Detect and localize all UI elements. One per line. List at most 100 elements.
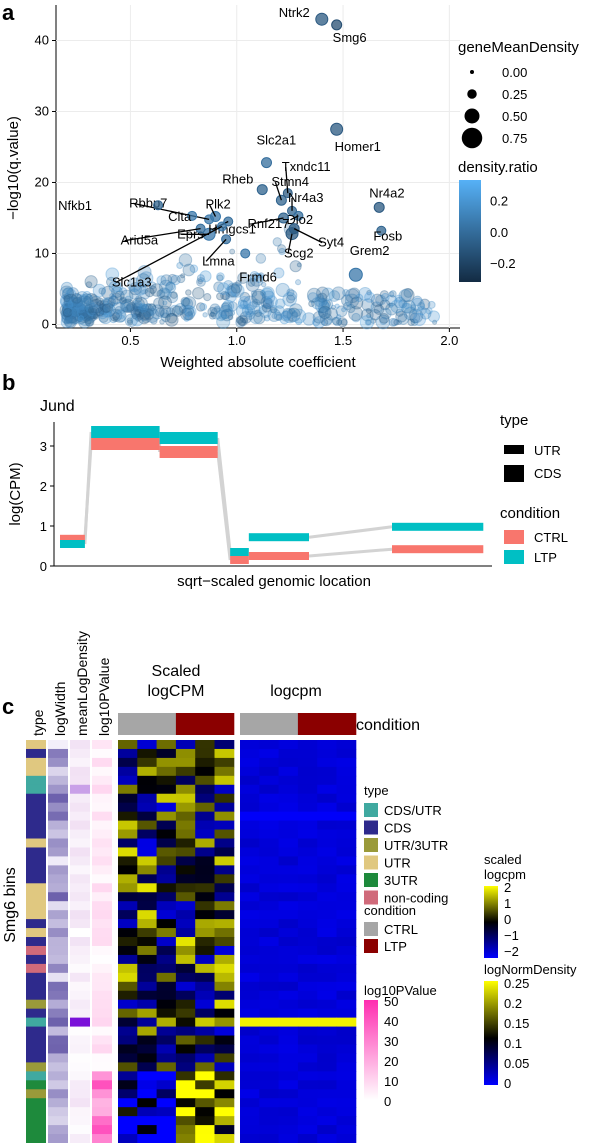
heatmap-cell-scaled <box>214 1008 235 1019</box>
legend-color-label: 0.2 <box>490 193 508 208</box>
data-point <box>403 302 410 310</box>
heatmap-cell-logcpm <box>317 1107 337 1117</box>
data-point <box>239 299 249 309</box>
data-point <box>385 294 398 307</box>
heatmap-cell-logcpm <box>259 1035 280 1045</box>
data-point <box>127 319 134 326</box>
anno-logwidth-cell <box>48 793 68 804</box>
heatmap-cell-scaled <box>175 865 196 875</box>
heatmap-cell-scaled <box>195 856 215 866</box>
heatmap-cell-scaled <box>214 963 235 974</box>
data-point <box>64 306 75 318</box>
heatmap-cell-scaled <box>214 990 235 1001</box>
heatmap-cell-scaled <box>214 892 235 902</box>
data-point <box>239 291 251 303</box>
data-point <box>76 317 82 323</box>
data-point <box>66 287 80 300</box>
heatmap-cell-scaled <box>118 811 138 822</box>
anno-pvalue-cell <box>92 838 112 848</box>
heatmap-cell-scaled <box>137 1071 158 1081</box>
anno-type-cell <box>26 775 46 786</box>
anno-logwidth-cell <box>48 757 68 768</box>
heatmap-cell-logcpm <box>278 1044 299 1054</box>
data-point <box>119 296 128 305</box>
data-point <box>75 303 86 314</box>
heatmap-cell-logcpm <box>317 954 337 965</box>
anno-pvalue-cell <box>92 999 112 1010</box>
data-point <box>129 286 136 292</box>
b-y-tick-label: 1 <box>40 519 47 534</box>
heatmap-cell-logcpm <box>240 865 260 875</box>
data-point <box>235 315 244 324</box>
y-tick-label: 0 <box>42 316 49 331</box>
heatmap-cell-scaled <box>214 757 235 768</box>
anno-type-cell <box>26 1053 46 1063</box>
heatmap-cell-scaled <box>195 901 215 911</box>
heatmap-cell-scaled <box>118 1116 138 1126</box>
segment-ctrl <box>60 534 85 543</box>
data-point <box>321 298 334 311</box>
data-point <box>105 267 120 282</box>
data-point <box>64 305 74 315</box>
heatmap-cell-logcpm <box>336 1089 357 1099</box>
heatmap-cell-scaled <box>137 820 158 831</box>
heatmap-cell-scaled <box>118 1053 138 1063</box>
data-point <box>169 304 181 317</box>
heatmap-cell-scaled <box>175 757 196 768</box>
data-point <box>176 261 184 270</box>
data-point <box>288 303 303 317</box>
color-ramp <box>459 180 481 282</box>
heatmap-cell-scaled <box>195 865 215 875</box>
anno-pvalue-cell <box>92 793 112 804</box>
data-point <box>249 270 260 281</box>
heatmap-cell-logcpm <box>317 793 337 804</box>
anno-pvalue-cell <box>92 1035 112 1045</box>
data-point <box>366 289 372 296</box>
heatmap-cell-scaled <box>175 972 196 983</box>
data-point <box>63 309 70 316</box>
anno-type-cell <box>26 1134 46 1144</box>
data-point <box>400 288 415 303</box>
data-point <box>174 302 187 315</box>
label-leader-line <box>285 167 289 194</box>
heatmap-cell-scaled <box>137 883 158 893</box>
heatmap-cell-scaled <box>118 748 138 759</box>
data-point <box>318 305 332 320</box>
heatmap-cell-scaled <box>195 1107 215 1117</box>
data-point <box>71 308 80 318</box>
x-axis-label: Weighted absolute coefficient <box>160 354 356 371</box>
data-point <box>182 296 197 310</box>
heatmap-cell-logcpm <box>240 847 260 857</box>
heatmap-cell-logcpm <box>278 1125 299 1135</box>
heatmap-cell-scaled <box>175 802 196 813</box>
heatmap-cell-scaled <box>214 874 235 884</box>
anno-logwidth-cell <box>48 847 68 857</box>
data-point <box>72 302 88 318</box>
heatmap-cell-logcpm <box>297 901 318 911</box>
annotation-column-label: type <box>30 709 46 736</box>
heatmap-cell-scaled <box>137 981 158 992</box>
heatmap-cell-logcpm <box>259 820 280 831</box>
data-point <box>65 300 78 314</box>
heatmap-cell-logcpm <box>297 865 318 875</box>
legend-size-circle <box>461 127 483 149</box>
condition-cell <box>240 713 260 735</box>
data-point <box>253 312 266 325</box>
heatmap-cell-logcpm <box>278 928 299 938</box>
data-point <box>394 294 403 303</box>
data-point <box>62 287 75 300</box>
data-point <box>282 292 297 307</box>
gene-label: Scg2 <box>284 246 314 261</box>
data-point <box>140 303 150 312</box>
data-point <box>60 316 73 329</box>
heatmap-cell-logcpm <box>259 990 280 1001</box>
data-point <box>273 267 285 279</box>
gene-label: Arid5a <box>121 233 159 248</box>
data-point <box>216 292 224 301</box>
data-point <box>195 302 206 312</box>
heatmap-cell-scaled <box>214 802 235 813</box>
anno-type-cell <box>26 954 46 965</box>
label-leader-line <box>205 238 227 262</box>
heatmap-cell-scaled <box>195 937 215 947</box>
anno-pvalue-cell <box>92 910 112 920</box>
